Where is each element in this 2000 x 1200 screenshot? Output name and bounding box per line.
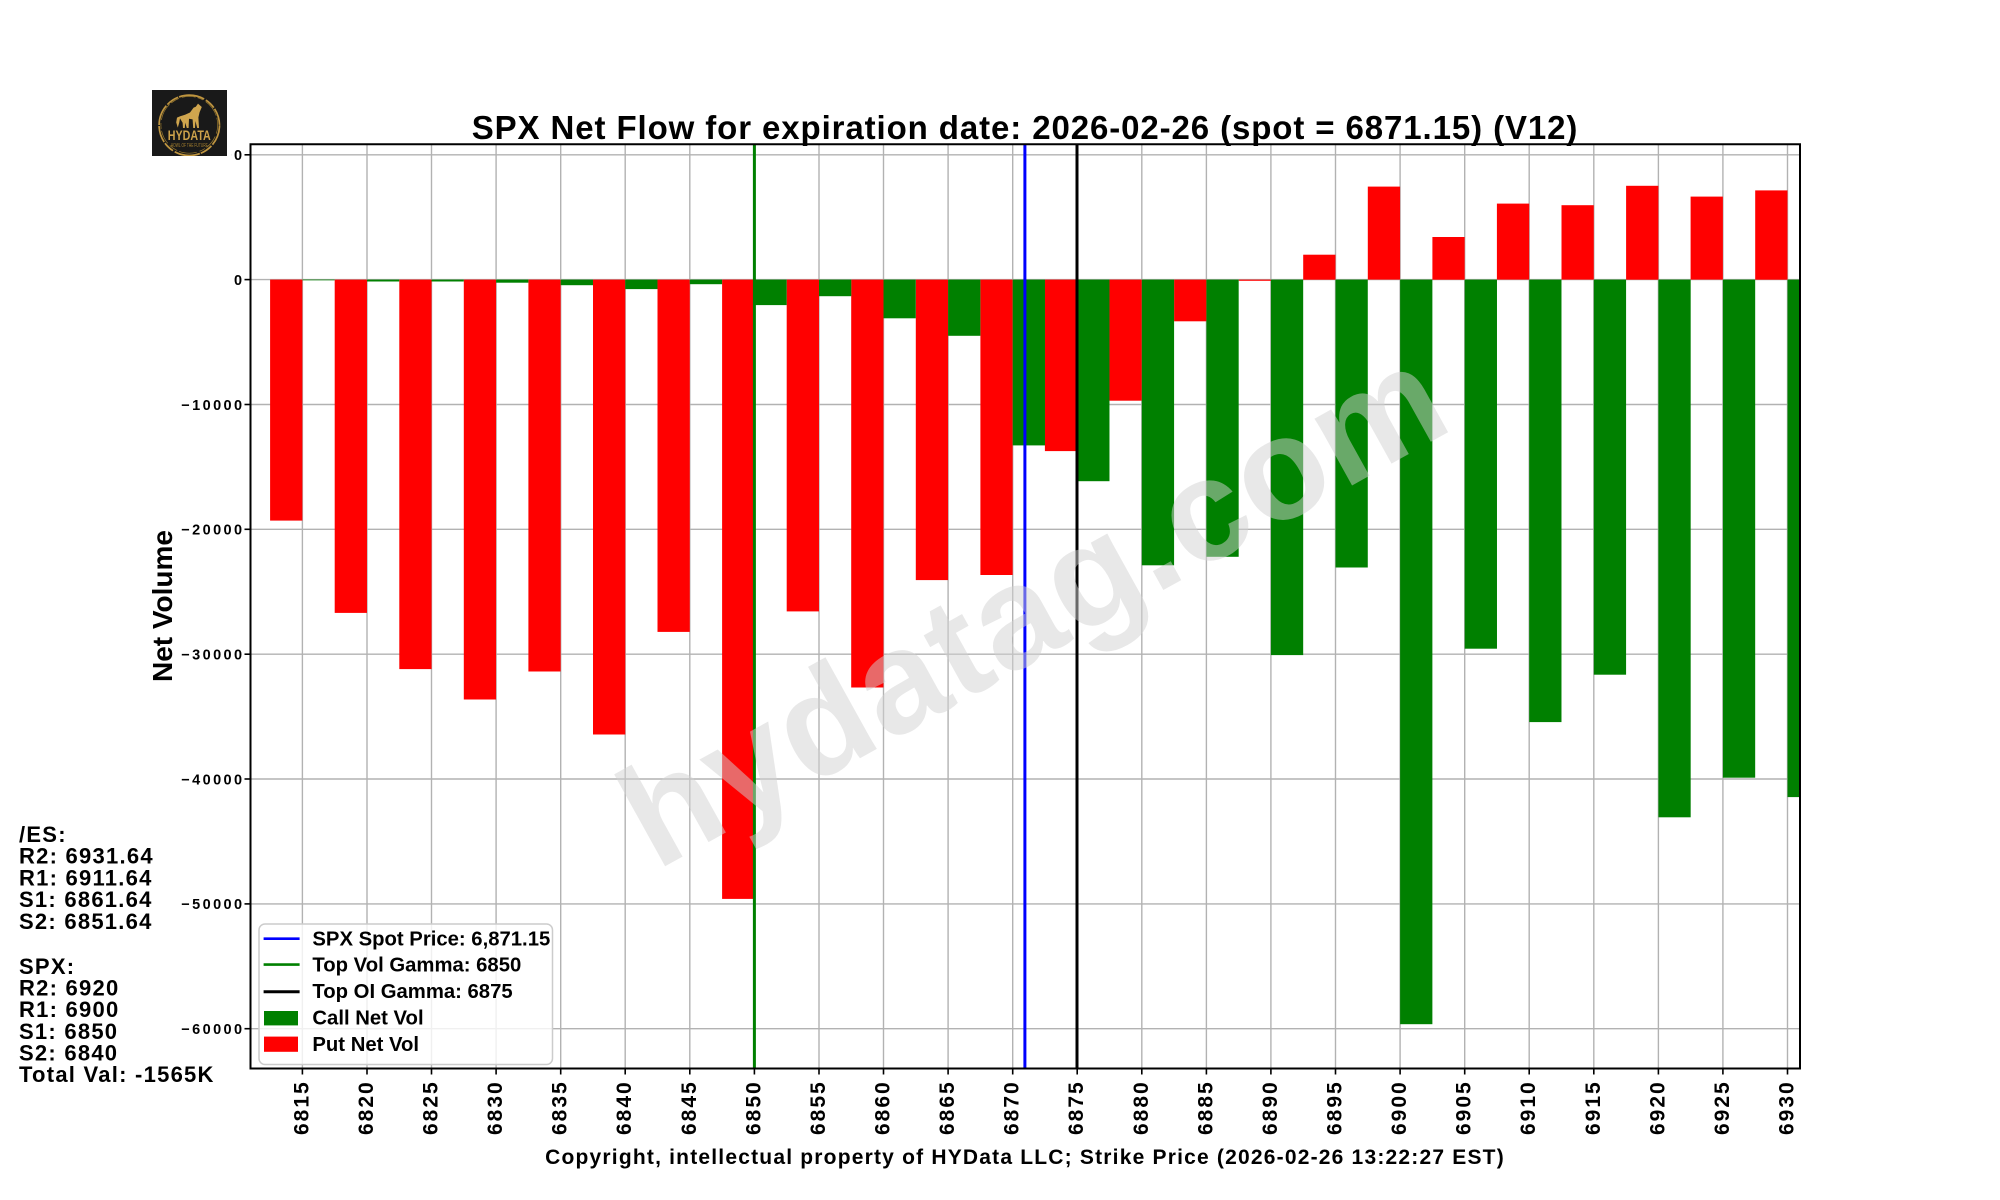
svg-text:6930: 6930 xyxy=(1776,1080,1799,1135)
svg-text:Top OI Gamma: 6875: Top OI Gamma: 6875 xyxy=(312,981,512,1003)
svg-text:6820: 6820 xyxy=(355,1080,378,1135)
svg-text:R2: 6920: R2: 6920 xyxy=(19,976,120,1001)
svg-text:6855: 6855 xyxy=(807,1080,830,1135)
svg-text:S1: 6850: S1: 6850 xyxy=(19,1019,118,1044)
svg-text:SPX:: SPX: xyxy=(19,954,75,979)
svg-text:Put Net Vol: Put Net Vol xyxy=(312,1034,419,1056)
svg-text:Call Net Vol: Call Net Vol xyxy=(312,1008,423,1030)
svg-text:HOWL OF THE FUTURE: HOWL OF THE FUTURE xyxy=(171,143,208,149)
svg-text:S2: 6851.64: S2: 6851.64 xyxy=(19,909,153,934)
svg-text:6815: 6815 xyxy=(290,1080,313,1135)
svg-text:SPX Spot Price: 6,871.15: SPX Spot Price: 6,871.15 xyxy=(312,928,550,950)
svg-text:6925: 6925 xyxy=(1711,1080,1734,1135)
svg-text:6890: 6890 xyxy=(1259,1080,1282,1135)
svg-text:S1: 6861.64: S1: 6861.64 xyxy=(19,887,153,912)
svg-text:Total Val: -1565K: Total Val: -1565K xyxy=(19,1062,215,1087)
svg-text:R1: 6911.64: R1: 6911.64 xyxy=(19,865,153,890)
svg-text:6915: 6915 xyxy=(1582,1080,1605,1135)
svg-text:R2: 6931.64: R2: 6931.64 xyxy=(19,844,154,869)
svg-text:6865: 6865 xyxy=(936,1080,959,1135)
svg-text:−40000: −40000 xyxy=(181,772,244,788)
svg-text:6885: 6885 xyxy=(1194,1080,1217,1135)
svg-text:Copyright, intellectual proper: Copyright, intellectual property of HYDa… xyxy=(545,1146,1505,1169)
svg-text:−50000: −50000 xyxy=(181,897,244,913)
svg-text:−30000: −30000 xyxy=(181,648,244,664)
svg-text:6860: 6860 xyxy=(872,1080,895,1135)
svg-text:Top Vol Gamma: 6850: Top Vol Gamma: 6850 xyxy=(312,954,521,976)
svg-text:6845: 6845 xyxy=(678,1080,701,1135)
svg-text:S2: 6840: S2: 6840 xyxy=(19,1041,118,1066)
svg-text:6840: 6840 xyxy=(613,1080,636,1135)
svg-text:6875: 6875 xyxy=(1065,1080,1088,1135)
svg-text:6900: 6900 xyxy=(1388,1080,1411,1135)
svg-text:−60000: −60000 xyxy=(181,1022,244,1038)
svg-text:6850: 6850 xyxy=(742,1080,765,1135)
svg-text:6910: 6910 xyxy=(1517,1080,1540,1135)
svg-text:6895: 6895 xyxy=(1324,1080,1347,1135)
svg-text:Net Volume: Net Volume xyxy=(147,530,178,682)
svg-text:6825: 6825 xyxy=(420,1080,443,1135)
svg-text:6905: 6905 xyxy=(1453,1080,1476,1135)
svg-text:6920: 6920 xyxy=(1646,1080,1669,1135)
svg-text:6835: 6835 xyxy=(549,1080,572,1135)
svg-text:−10000: −10000 xyxy=(181,398,244,414)
svg-text:0: 0 xyxy=(234,273,244,289)
svg-text:SPX Net Flow for expiration da: SPX Net Flow for expiration date: 2026-0… xyxy=(472,109,1579,146)
svg-text:6870: 6870 xyxy=(1001,1080,1024,1135)
svg-text:6880: 6880 xyxy=(1130,1080,1153,1135)
svg-text:R1: 6900: R1: 6900 xyxy=(19,997,120,1022)
svg-text:−20000: −20000 xyxy=(181,523,244,539)
svg-text:/ES:: /ES: xyxy=(19,822,67,847)
svg-text:6830: 6830 xyxy=(484,1080,507,1135)
svg-text:HYDATA: HYDATA xyxy=(168,127,211,143)
